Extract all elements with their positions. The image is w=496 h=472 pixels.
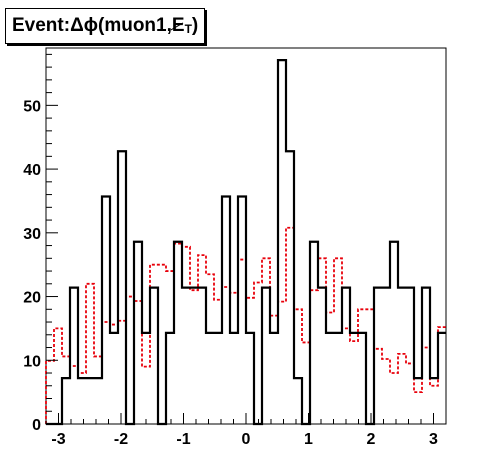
histogram-series-solid — [46, 59, 446, 426]
title-paren-close: ) — [191, 15, 199, 36]
x-tick-label: 3 — [429, 431, 438, 448]
x-tick-label: -2 — [114, 431, 128, 448]
title-object: muon1, — [104, 15, 172, 36]
title-prefix: Event: — [12, 15, 71, 36]
y-tick-label: 20 — [23, 290, 41, 307]
title-met-letter: E — [171, 15, 185, 36]
y-tick-label: 50 — [23, 98, 41, 115]
y-tick-label: 30 — [23, 226, 41, 243]
x-tick-label: 0 — [242, 431, 251, 448]
x-tick-label: -3 — [51, 431, 65, 448]
y-tick-label: 10 — [23, 353, 41, 370]
x-tick-label: 2 — [367, 431, 376, 448]
y-tick-label: 40 — [23, 162, 41, 179]
title-delta: Δ — [70, 15, 84, 36]
title-met-sub: T — [184, 22, 192, 36]
y-tick-label: 0 — [32, 417, 41, 434]
title-phi: ϕ — [83, 15, 98, 36]
x-tick-label: -1 — [176, 431, 190, 448]
x-tick-label: 1 — [304, 431, 313, 448]
title-paren-open: ( — [97, 15, 105, 36]
